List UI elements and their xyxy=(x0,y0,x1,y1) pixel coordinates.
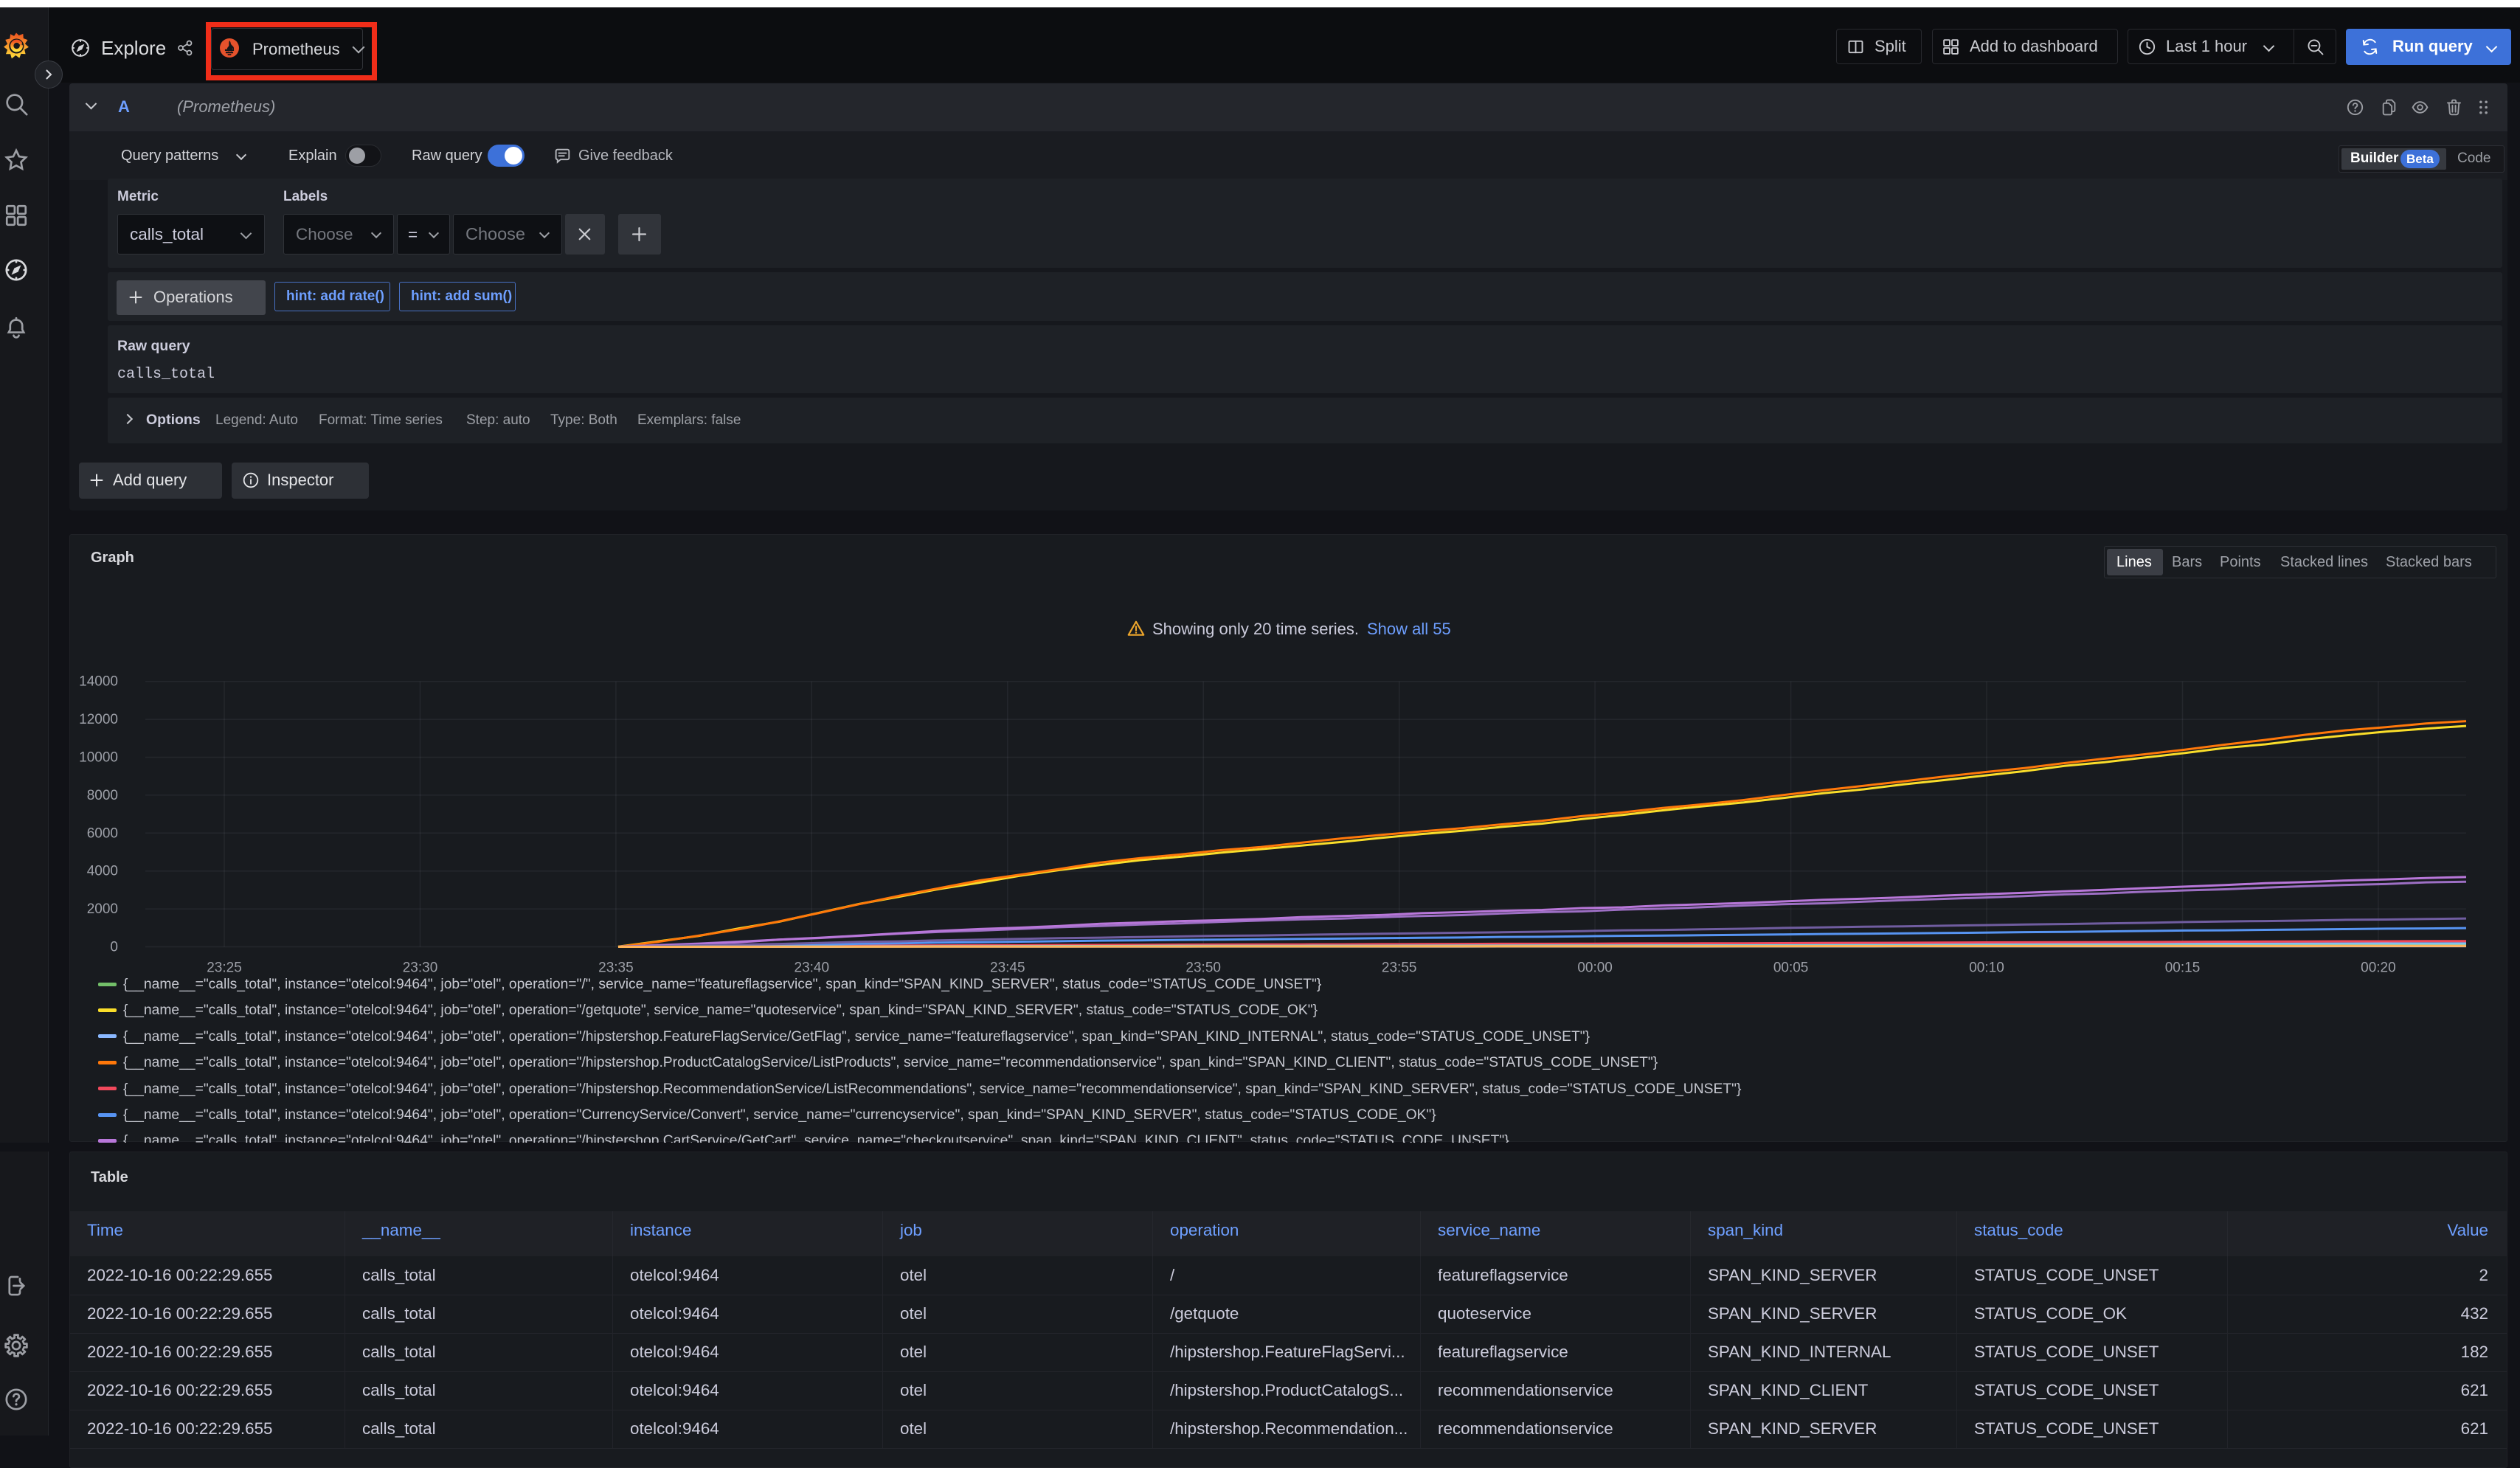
svg-text:23:30: 23:30 xyxy=(403,960,438,974)
svg-text:23:35: 23:35 xyxy=(598,960,634,974)
svg-text:00:05: 00:05 xyxy=(1773,960,1809,974)
svg-text:23:55: 23:55 xyxy=(1382,960,1417,974)
svg-text:00:00: 00:00 xyxy=(1577,960,1613,974)
svg-text:23:40: 23:40 xyxy=(795,960,830,974)
svg-text:12000: 12000 xyxy=(79,712,118,727)
svg-text:2000: 2000 xyxy=(87,901,118,917)
svg-text:0: 0 xyxy=(110,940,118,955)
svg-text:10000: 10000 xyxy=(79,750,118,766)
svg-text:23:45: 23:45 xyxy=(990,960,1025,974)
svg-text:4000: 4000 xyxy=(87,864,118,879)
svg-text:8000: 8000 xyxy=(87,788,118,803)
svg-text:23:25: 23:25 xyxy=(207,960,242,974)
svg-text:00:15: 00:15 xyxy=(2165,960,2201,974)
svg-text:14000: 14000 xyxy=(79,674,118,690)
svg-text:23:50: 23:50 xyxy=(1185,960,1221,974)
svg-text:6000: 6000 xyxy=(87,825,118,841)
svg-text:00:10: 00:10 xyxy=(1969,960,2004,974)
svg-text:00:20: 00:20 xyxy=(2361,960,2396,974)
